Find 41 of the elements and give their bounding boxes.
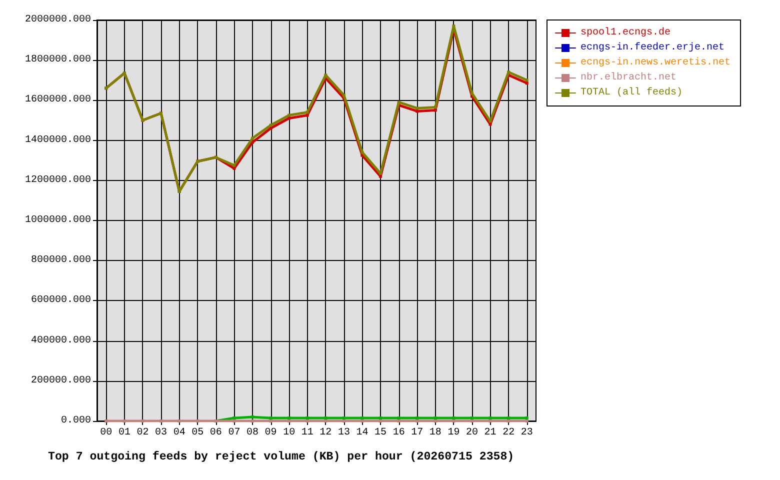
y-tick-label: 1800000.000 bbox=[24, 54, 91, 66]
x-tick-label: 06 bbox=[210, 428, 222, 438]
y-tick-label: 0.000 bbox=[60, 416, 91, 426]
x-tick-label: 11 bbox=[301, 428, 314, 438]
legend-label: spool1.ecngs.de bbox=[580, 26, 671, 38]
x-tick-label: 07 bbox=[228, 428, 240, 438]
x-tick-label: 13 bbox=[338, 428, 350, 438]
x-tick-label: 04 bbox=[173, 428, 186, 438]
y-tick-label: 1000000.000 bbox=[24, 215, 91, 226]
x-tick-label: 01 bbox=[118, 428, 130, 438]
y-tick-label: 800000.000 bbox=[30, 255, 91, 266]
y-tick-label: 2000000.000 bbox=[24, 14, 91, 26]
x-tick-label: 00 bbox=[100, 428, 112, 438]
x-tick-label: 12 bbox=[320, 428, 332, 438]
y-tick-label: 1400000.000 bbox=[24, 134, 91, 146]
x-tick-label: 16 bbox=[392, 428, 405, 438]
legend-label: nbr.elbracht.net bbox=[580, 72, 677, 84]
y-tick-label: 1200000.000 bbox=[24, 174, 91, 186]
x-tick-label: 05 bbox=[192, 428, 204, 438]
x-tick-label: 09 bbox=[264, 428, 277, 438]
x-tick-label: 15 bbox=[374, 428, 387, 438]
x-tick-label: 03 bbox=[155, 428, 168, 438]
x-tick-label: 18 bbox=[429, 428, 442, 438]
x-tick-label: 23 bbox=[520, 428, 533, 438]
y-tick-label: 1600000.000 bbox=[24, 94, 91, 106]
x-tick-label: 02 bbox=[136, 428, 149, 438]
x-tick-label: 17 bbox=[411, 428, 424, 438]
legend-label: TOTAL (all feeds) bbox=[580, 86, 683, 98]
text: Top 7 outgoing feeds by reject volume (KB) per hour (20260715 2358) bbox=[48, 450, 514, 464]
y-tick-label: 200000.000 bbox=[30, 375, 91, 386]
y-tick-label: 400000.000 bbox=[30, 335, 91, 346]
x-tick-label: 21 bbox=[484, 428, 496, 438]
x-tick-label: 20 bbox=[466, 428, 478, 438]
x-tick-label: 19 bbox=[448, 428, 460, 438]
y-tick-label: 600000.000 bbox=[30, 295, 91, 306]
x-tick-label: 14 bbox=[356, 428, 368, 438]
legend-label: ecngs-in.news.weretis.net bbox=[580, 56, 731, 68]
x-tick-label: 22 bbox=[502, 428, 515, 438]
legend-label: ecngs-in.feeder.erje.net bbox=[580, 42, 725, 54]
x-tick-label: 08 bbox=[246, 428, 258, 438]
x-tick-label: 10 bbox=[283, 428, 296, 438]
